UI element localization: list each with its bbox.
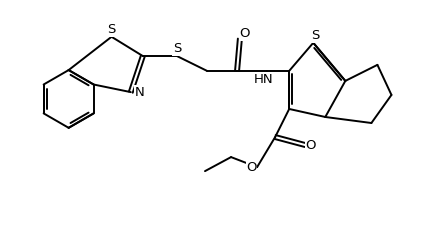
Text: S: S: [173, 42, 181, 55]
Text: O: O: [246, 161, 257, 174]
Text: HN: HN: [254, 73, 274, 86]
Text: O: O: [306, 139, 316, 151]
Text: S: S: [107, 23, 115, 36]
Text: S: S: [311, 29, 319, 42]
Text: O: O: [239, 28, 250, 40]
Text: N: N: [135, 86, 144, 99]
